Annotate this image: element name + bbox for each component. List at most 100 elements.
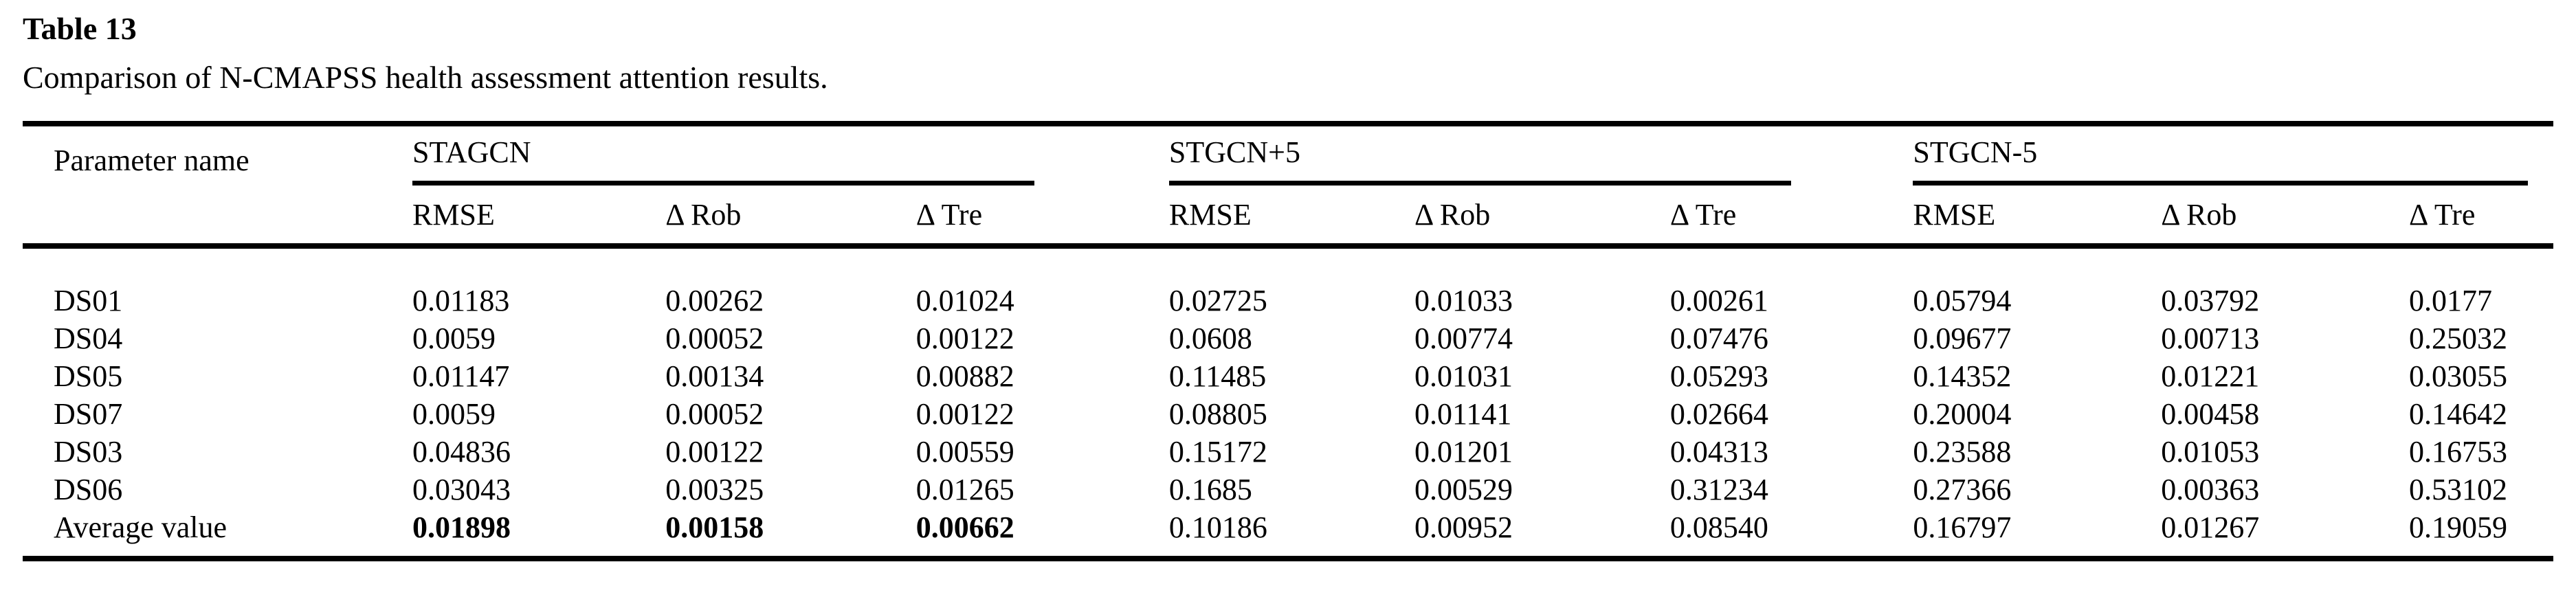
value-cell: 0.0059 bbox=[412, 397, 496, 431]
column-header-delta-tre: Δ Tre bbox=[915, 186, 1169, 249]
value-cell: 0.00262 bbox=[665, 284, 764, 317]
row-label: DS07 bbox=[54, 397, 123, 431]
value-cell: 0.00363 bbox=[2161, 473, 2260, 506]
value-cell: 0.00325 bbox=[665, 473, 764, 506]
paper-table-figure: Table 13 Comparison of N-CMAPSS health a… bbox=[23, 11, 2553, 561]
value-cell: 0.02725 bbox=[1168, 284, 1267, 317]
value-cell: 0.00774 bbox=[1414, 322, 1513, 355]
value-cell: 0.19059 bbox=[2409, 510, 2508, 544]
value-cell: 0.03792 bbox=[2161, 284, 2260, 317]
table-caption: Comparison of N-CMAPSS health assessment… bbox=[23, 60, 828, 95]
column-header-delta-rob: Δ Rob bbox=[2161, 186, 2410, 249]
value-cell: 0.1685 bbox=[1168, 473, 1252, 506]
value-cell: 0.02664 bbox=[1669, 397, 1768, 431]
value-cell: 0.00052 bbox=[665, 322, 764, 355]
column-header-delta-tre: Δ Tre bbox=[1669, 186, 1913, 249]
value-cell: 0.01031 bbox=[1414, 359, 1513, 393]
table-row: Average value 0.01898 0.00158 0.00662 0.1018… bbox=[23, 508, 2553, 559]
value-cell: 0.0608 bbox=[1168, 322, 1252, 355]
value-cell: 0.01147 bbox=[412, 359, 510, 393]
table-row: DS05 0.01147 0.00134 0.00882 0.11485 0.01031 0… bbox=[23, 357, 2553, 395]
row-label: Average value bbox=[54, 510, 227, 544]
value-cell: 0.00052 bbox=[665, 397, 764, 431]
results-table-body: DS01 0.01183 0.00262 0.01024 0.02725 0.01033 0… bbox=[23, 246, 2553, 559]
value-cell: 0.15172 bbox=[1168, 435, 1267, 469]
column-header-delta-rob: Δ Rob bbox=[1414, 186, 1670, 249]
value-cell: 0.20004 bbox=[1913, 397, 2012, 431]
table-row: DS01 0.01183 0.00262 0.01024 0.02725 0.01033 0… bbox=[23, 246, 2553, 319]
metric-header-row: RMSE Δ Rob Δ Tre RMSE Δ Rob Δ Tre RMSE Δ… bbox=[23, 186, 2553, 249]
group-header-stgcn-plus-5: STGCN+5 bbox=[1168, 124, 1913, 186]
group-label: STAGCN bbox=[412, 135, 531, 169]
group-label: STGCN+5 bbox=[1168, 135, 1300, 169]
group-header-row: Parameter name STAGCN STGCN+5 STGCN-5 bbox=[23, 124, 2553, 249]
value-cell: 0.01201 bbox=[1414, 435, 1513, 469]
column-header-delta-rob: Δ Rob bbox=[665, 186, 916, 249]
value-cell: 0.14642 bbox=[2409, 397, 2508, 431]
value-cell: 0.00122 bbox=[665, 435, 764, 469]
value-cell: 0.09677 bbox=[1913, 322, 2012, 355]
value-cell: 0.03043 bbox=[412, 473, 511, 506]
group-header-stagcn: STAGCN bbox=[412, 124, 1169, 186]
column-header-rmse: RMSE bbox=[412, 186, 666, 249]
value-cell: 0.00662 bbox=[915, 510, 1014, 544]
value-cell: 0.0059 bbox=[412, 322, 496, 355]
value-cell: 0.01267 bbox=[2161, 510, 2260, 544]
column-header-delta-tre: Δ Tre bbox=[2409, 186, 2553, 249]
row-label: DS06 bbox=[54, 473, 123, 506]
value-cell: 0.0177 bbox=[2409, 284, 2493, 317]
value-cell: 0.16753 bbox=[2409, 435, 2508, 469]
value-cell: 0.14352 bbox=[1913, 359, 2012, 393]
column-header-rmse: RMSE bbox=[1168, 186, 1415, 249]
value-cell: 0.16797 bbox=[1913, 510, 2012, 544]
results-table: Parameter name STAGCN STGCN+5 STGCN-5 RM… bbox=[23, 121, 2553, 561]
value-cell: 0.03055 bbox=[2409, 359, 2508, 393]
row-label: DS01 bbox=[54, 284, 123, 317]
value-cell: 0.00559 bbox=[915, 435, 1014, 469]
value-cell: 0.00158 bbox=[665, 510, 764, 544]
value-cell: 0.00134 bbox=[665, 359, 764, 393]
value-cell: 0.00458 bbox=[2161, 397, 2260, 431]
table-row: DS06 0.03043 0.00325 0.01265 0.1685 0.00529 0.… bbox=[23, 471, 2553, 508]
value-cell: 0.00529 bbox=[1414, 473, 1513, 506]
value-cell: 0.08805 bbox=[1168, 397, 1267, 431]
group-underline-rule bbox=[1168, 181, 1791, 186]
value-cell: 0.10186 bbox=[1168, 510, 1267, 544]
value-cell: 0.00122 bbox=[915, 397, 1014, 431]
group-underline-rule bbox=[1913, 181, 2528, 186]
value-cell: 0.01141 bbox=[1414, 397, 1512, 431]
group-header-stgcn-minus-5: STGCN-5 bbox=[1913, 124, 2553, 186]
group-label: STGCN-5 bbox=[1913, 135, 2038, 169]
value-cell: 0.53102 bbox=[2409, 473, 2508, 506]
value-cell: 0.11485 bbox=[1168, 359, 1267, 393]
value-cell: 0.05293 bbox=[1669, 359, 1768, 393]
value-cell: 0.04836 bbox=[412, 435, 511, 469]
value-cell: 0.25032 bbox=[2409, 322, 2508, 355]
value-cell: 0.00882 bbox=[915, 359, 1014, 393]
row-label: DS05 bbox=[54, 359, 123, 393]
value-cell: 0.00261 bbox=[1669, 284, 1768, 317]
value-cell: 0.27366 bbox=[1913, 473, 2012, 506]
value-cell: 0.07476 bbox=[1669, 322, 1768, 355]
value-cell: 0.01183 bbox=[412, 284, 510, 317]
table-title: Table 13 bbox=[23, 11, 137, 46]
table-row: DS07 0.0059 0.00052 0.00122 0.08805 0.01141 0.… bbox=[23, 395, 2553, 433]
column-header-parameter-name: Parameter name bbox=[23, 124, 413, 249]
value-cell: 0.01033 bbox=[1414, 284, 1513, 317]
value-cell: 0.00952 bbox=[1414, 510, 1513, 544]
value-cell: 0.31234 bbox=[1669, 473, 1768, 506]
value-cell: 0.01221 bbox=[2161, 359, 2260, 393]
value-cell: 0.00122 bbox=[915, 322, 1014, 355]
value-cell: 0.23588 bbox=[1913, 435, 2012, 469]
value-cell: 0.05794 bbox=[1913, 284, 2012, 317]
table-row: DS04 0.0059 0.00052 0.00122 0.0608 0.00774 0.0… bbox=[23, 319, 2553, 357]
row-label: DS04 bbox=[54, 322, 123, 355]
row-label: DS03 bbox=[54, 435, 123, 469]
value-cell: 0.01024 bbox=[915, 284, 1014, 317]
value-cell: 0.00713 bbox=[2161, 322, 2260, 355]
value-cell: 0.08540 bbox=[1669, 510, 1768, 544]
group-underline-rule bbox=[412, 181, 1035, 186]
value-cell: 0.01265 bbox=[915, 473, 1014, 506]
value-cell: 0.01053 bbox=[2161, 435, 2260, 469]
column-header-rmse: RMSE bbox=[1913, 186, 2162, 249]
